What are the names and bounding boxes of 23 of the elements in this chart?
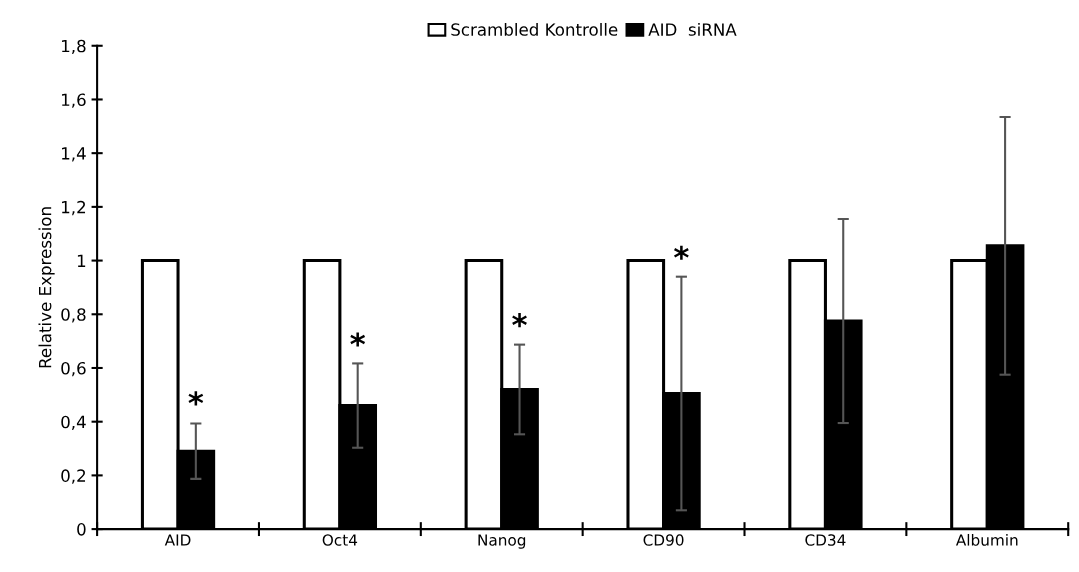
x-tick-label: AID [164, 534, 191, 546]
y-axis-title: Relative Expression [38, 207, 55, 368]
annotation: * [350, 332, 366, 347]
y-tick-label: 1,8 [62, 39, 86, 55]
y-tick-label: 1,6 [62, 93, 86, 108]
y-tick-label: 1,4 [62, 147, 86, 162]
x-tick-label: Oct4 [322, 534, 358, 546]
x-tick-label: CD34 [805, 534, 846, 546]
x-tick-label: Albumin [955, 533, 1018, 546]
annotation: * [674, 245, 689, 260]
y-tick-label: 0,2 [61, 469, 86, 484]
y-tick-label: 1 [77, 254, 86, 267]
annotation: * [512, 313, 527, 328]
x-tick-label: Nanog [478, 534, 526, 549]
legend-label: Scrambled Kontrolle [451, 22, 618, 36]
legend-label: AID siRNA [648, 22, 737, 36]
y-tick-label: 0 [77, 523, 86, 536]
x-tick-label: CD90 [643, 534, 684, 546]
annotation: * [188, 391, 204, 406]
y-tick-label: 1,2 [62, 200, 86, 216]
y-tick-label: 0,4 [61, 415, 86, 430]
y-tick-label: 0,8 [61, 308, 86, 323]
y-tick-label: 0,6 [61, 361, 86, 377]
